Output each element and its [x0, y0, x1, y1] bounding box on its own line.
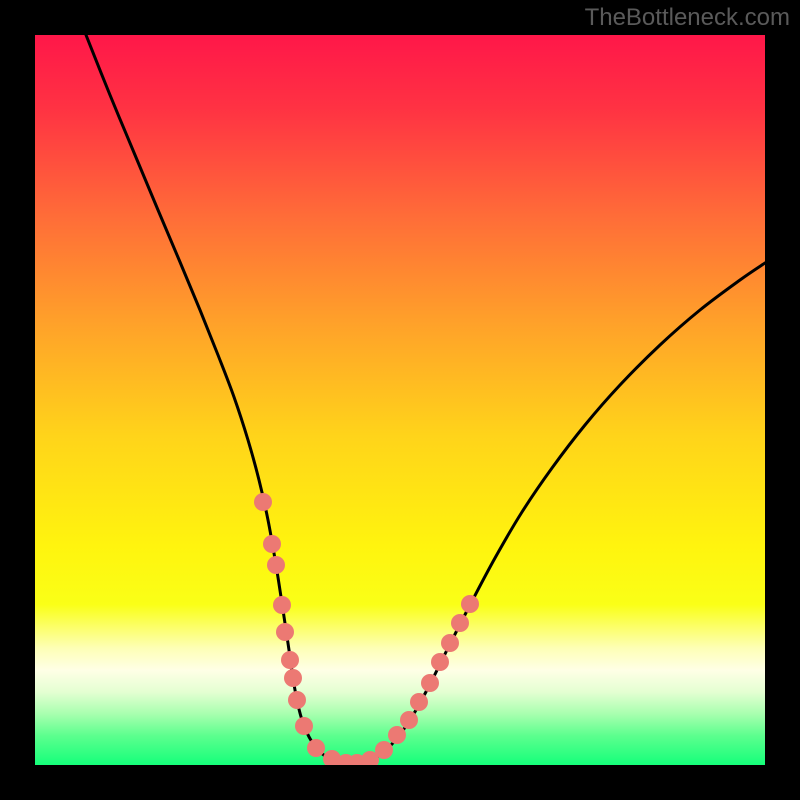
marker-point	[254, 493, 272, 511]
marker-point	[288, 691, 306, 709]
marker-point	[461, 595, 479, 613]
marker-point	[431, 653, 449, 671]
marker-point	[410, 693, 428, 711]
marker-point	[267, 556, 285, 574]
marker-point	[388, 726, 406, 744]
watermark-text: TheBottleneck.com	[585, 4, 790, 32]
marker-point	[273, 596, 291, 614]
marker-point	[375, 741, 393, 759]
marker-point	[263, 535, 281, 553]
marker-point	[281, 651, 299, 669]
marker-point	[307, 739, 325, 757]
marker-point	[441, 634, 459, 652]
left-curve	[86, 35, 350, 764]
chart-plot-area	[35, 35, 765, 765]
marker-point	[284, 669, 302, 687]
marker-point	[400, 711, 418, 729]
right-markers	[348, 595, 479, 765]
marker-point	[295, 717, 313, 735]
right-curve	[350, 263, 765, 764]
curves-layer	[35, 35, 765, 765]
marker-point	[276, 623, 294, 641]
marker-point	[451, 614, 469, 632]
marker-point	[421, 674, 439, 692]
